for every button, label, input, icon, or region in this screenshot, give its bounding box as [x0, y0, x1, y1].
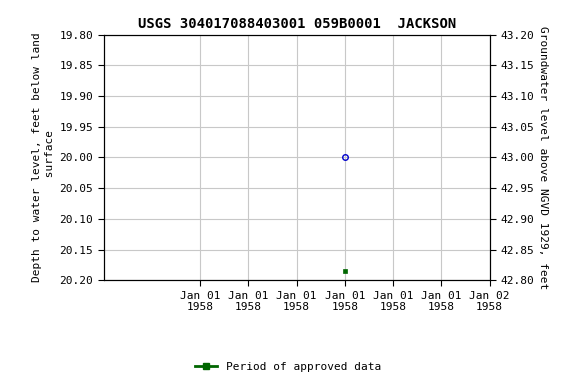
Y-axis label: Groundwater level above NGVD 1929, feet: Groundwater level above NGVD 1929, feet [538, 26, 548, 289]
Y-axis label: Depth to water level, feet below land
 surface: Depth to water level, feet below land su… [32, 33, 55, 282]
Legend: Period of approved data: Period of approved data [191, 358, 385, 377]
Title: USGS 304017088403001 059B0001  JACKSON: USGS 304017088403001 059B0001 JACKSON [138, 17, 456, 31]
